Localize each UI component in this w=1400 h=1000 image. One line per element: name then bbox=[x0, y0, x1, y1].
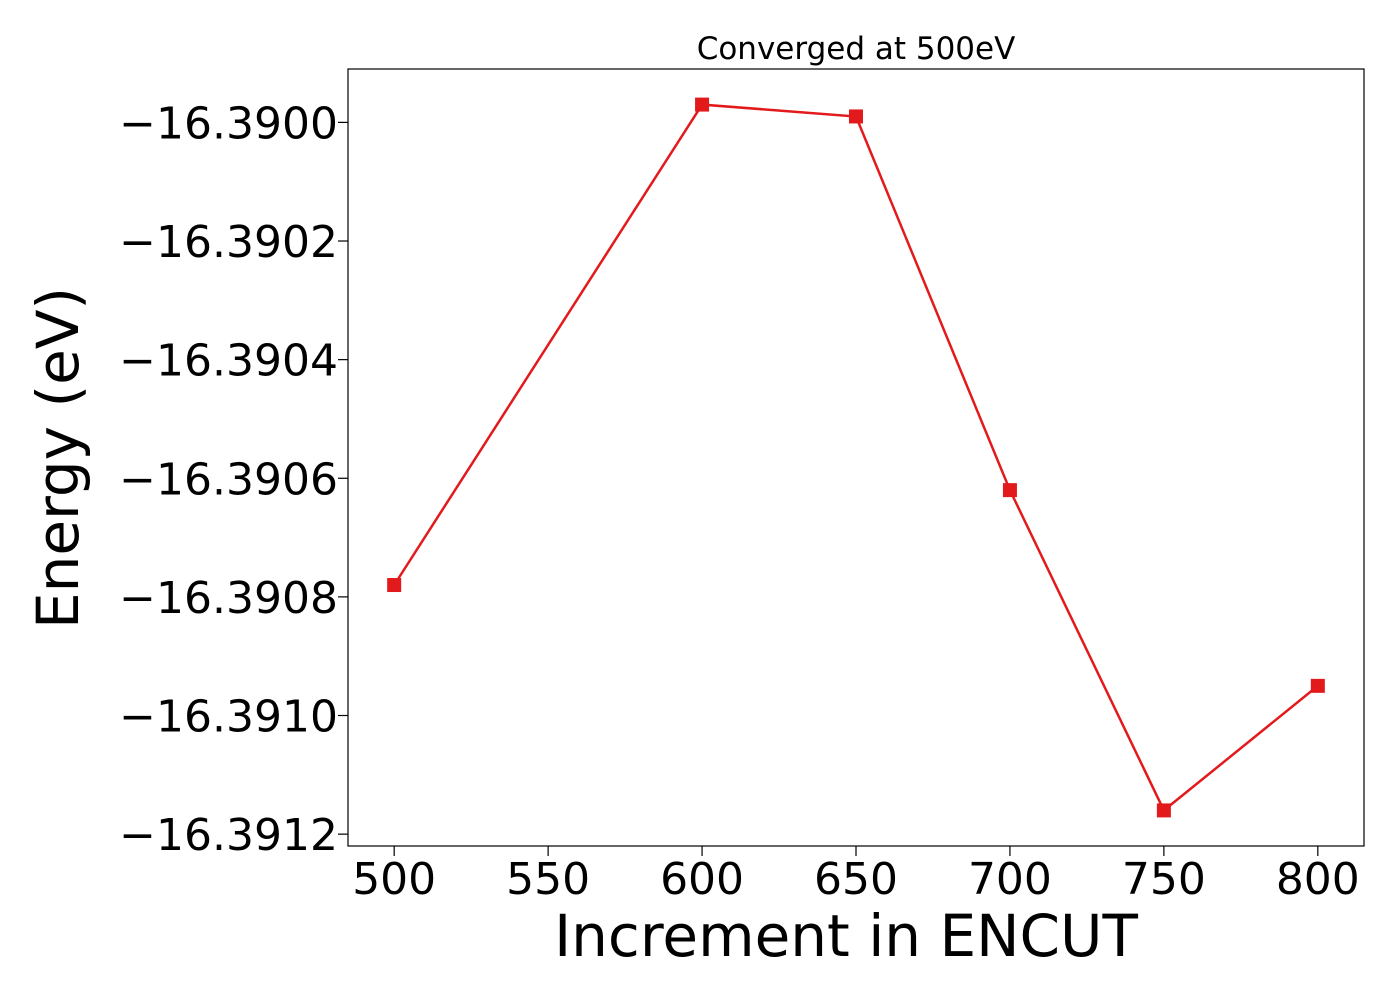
x-tick-label: 700 bbox=[968, 854, 1052, 905]
data-point-marker bbox=[1002, 483, 1017, 498]
x-tick-label: 500 bbox=[352, 854, 436, 905]
data-point-marker bbox=[387, 578, 402, 593]
y-axis-label: Energy (eV) bbox=[24, 287, 92, 629]
data-point-marker bbox=[1156, 803, 1171, 818]
x-tick-label: 650 bbox=[814, 854, 898, 905]
series-line bbox=[393, 103, 1319, 813]
y-tick-label: −16.3912 bbox=[119, 810, 338, 861]
plot-series bbox=[387, 97, 1325, 818]
plot-frame bbox=[347, 68, 1365, 847]
x-axis-label: Increment in ENCUT bbox=[554, 902, 1138, 970]
y-tick-label: −16.3902 bbox=[119, 217, 338, 268]
x-tick-label: 600 bbox=[660, 854, 744, 905]
x-ticks: 500 550 600 650 700 750 800 bbox=[352, 846, 1360, 905]
y-tick-label: −16.3908 bbox=[119, 573, 338, 624]
data-point-marker bbox=[1310, 678, 1325, 693]
x-tick-label: 800 bbox=[1276, 854, 1360, 905]
y-ticks: −16.3900 −16.3902 −16.3904 −16.3906 −16.3908… bbox=[119, 98, 348, 861]
y-tick-label: −16.3906 bbox=[119, 454, 338, 505]
y-tick-label: −16.3904 bbox=[119, 336, 338, 387]
data-point-marker bbox=[849, 109, 863, 124]
x-tick-label: 750 bbox=[1122, 854, 1206, 905]
y-tick-label: −16.3910 bbox=[119, 692, 338, 743]
chart-title: Converged at 500eV bbox=[697, 31, 1016, 67]
x-tick-label: 550 bbox=[506, 854, 590, 905]
data-point-marker bbox=[695, 97, 710, 112]
y-tick-label: −16.3900 bbox=[119, 98, 338, 149]
